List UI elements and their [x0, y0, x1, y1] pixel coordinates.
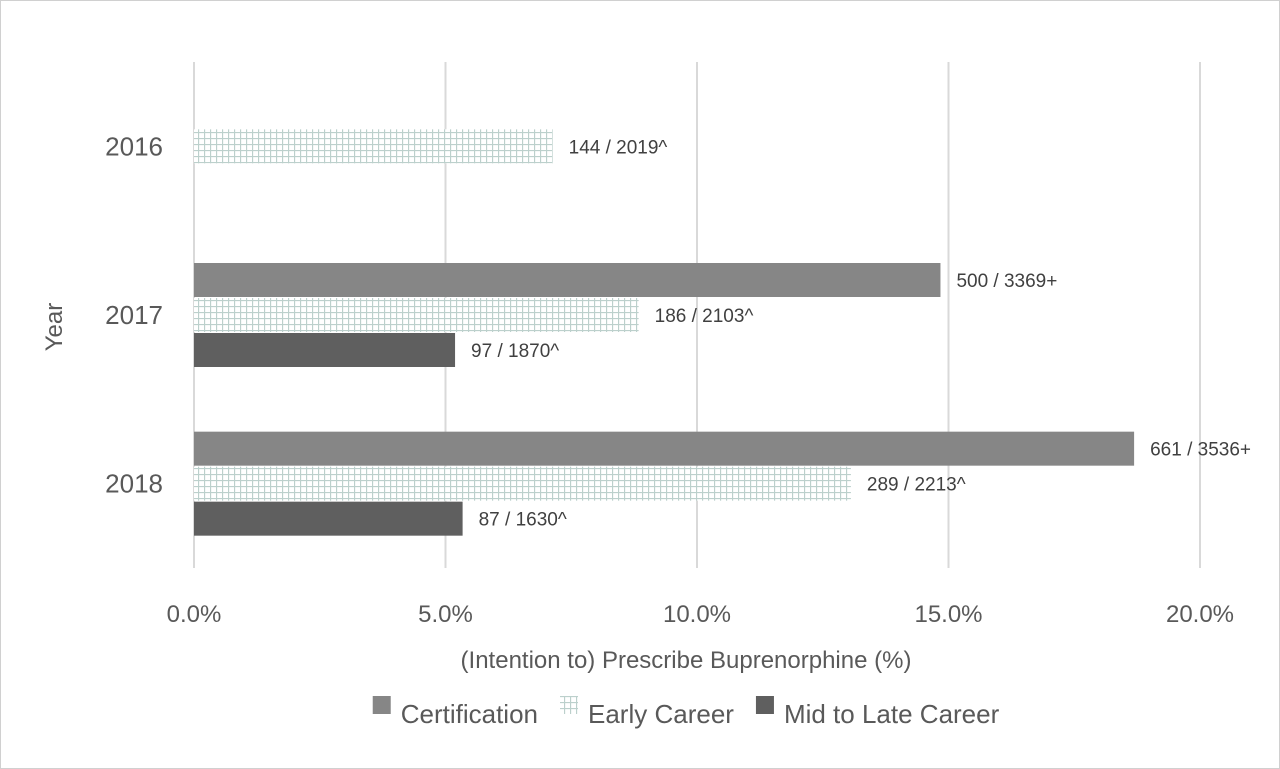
- data-label: 186 / 2103^: [655, 306, 754, 327]
- data-label: 87 / 1630^: [479, 510, 567, 531]
- data-label: 97 / 1870^: [471, 341, 559, 362]
- x-tick-label: 10.0%: [663, 601, 731, 628]
- bar: [194, 466, 851, 501]
- legend-swatch: [372, 696, 391, 714]
- legend-swatch: [755, 696, 774, 714]
- x-axis-title: (Intention to) Prescribe Buprenorphine (…: [461, 647, 912, 674]
- y-tick-label: 2016: [105, 131, 163, 161]
- legend-label: Mid to Late Career: [784, 699, 1000, 729]
- data-label: 500 / 3369+: [956, 271, 1057, 292]
- bar: [194, 298, 639, 332]
- bar: [194, 263, 941, 297]
- legend-label: Early Career: [588, 699, 734, 729]
- y-tick-labels: 2016 2017 2018: [105, 131, 163, 498]
- x-tick-label: 15.0%: [914, 601, 982, 628]
- legend-swatch: [560, 696, 579, 714]
- data-label: 289 / 2213^: [867, 475, 966, 496]
- data-labels: 144 / 2019^ 500 / 3369+ 186 / 2103^ 97 / 18…: [471, 137, 1251, 530]
- y-tick-label: 2018: [105, 469, 163, 499]
- legend: Certification Early Career Mid to Late Car…: [372, 696, 1000, 729]
- bar: [194, 333, 456, 367]
- bar: [194, 501, 463, 536]
- data-label: 144 / 2019^: [569, 137, 668, 158]
- bar: [194, 431, 1135, 466]
- legend-label: Certification: [401, 699, 538, 729]
- x-tick-label: 5.0%: [418, 601, 473, 628]
- x-tick-label: 0.0%: [167, 601, 222, 628]
- y-tick-label: 2017: [105, 300, 163, 330]
- y-axis-title: Year: [41, 303, 68, 352]
- data-label: 661 / 3536+: [1150, 440, 1251, 461]
- bar: [194, 129, 553, 164]
- bars: [194, 129, 1135, 536]
- x-tick-label: 20.0%: [1166, 601, 1234, 628]
- x-tick-labels: 0.0% 5.0% 10.0% 15.0% 20.0%: [167, 601, 1234, 628]
